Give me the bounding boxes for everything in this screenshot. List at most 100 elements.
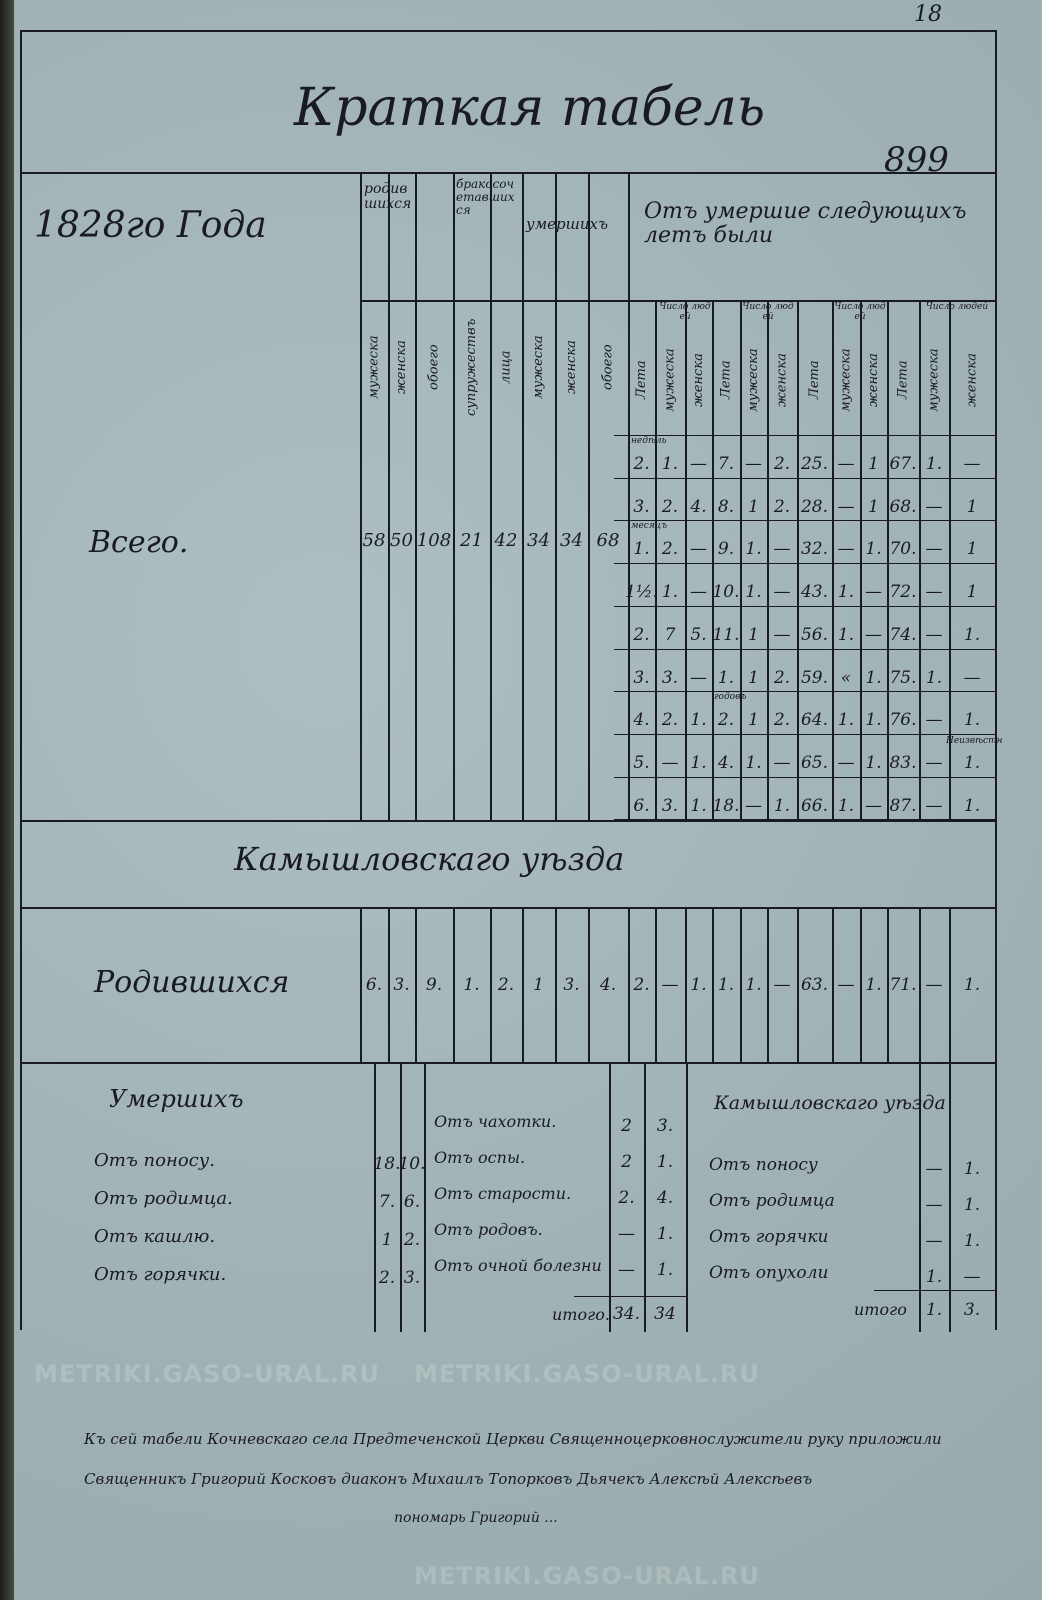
age-cell: 6. [633,795,650,816]
total-mid-female: 34 [654,1304,676,1324]
age-cell: 75. [889,667,917,688]
rule-line [919,300,921,820]
district-value: 63. [800,975,829,995]
total-value: 50 [390,529,413,551]
cause-male: — [925,1159,943,1179]
age-subheader: женска [964,353,980,407]
cause-female: 2. [403,1230,421,1250]
header-deaths: умершихъ [526,215,608,233]
age-cell: 2. [773,667,791,688]
rule-line [614,776,995,778]
cause-male: — [925,1231,943,1251]
rule-line [712,907,714,1062]
cause-label: Отъ опухоли [709,1263,829,1283]
subheader: лица [498,350,514,385]
age-subheader: Лета [807,360,822,400]
cause-female: 3. [656,1116,674,1136]
page-number: 18 [914,2,942,27]
district-value: — [925,975,943,995]
age-cell: 1. [661,454,679,474]
age-cell: 67. [889,454,917,474]
age-cell: 43. [800,582,829,603]
age-cell: 2. [773,710,791,731]
rule-line [614,691,995,693]
age-cell: 7. [717,454,735,474]
rule-line [832,300,834,820]
rule-line [374,1062,376,1332]
rule-line [453,172,455,820]
age-cell: 1. [690,710,707,731]
rule-line [614,477,995,479]
rule-line [614,563,995,565]
age-cell: 59. [800,667,829,688]
age-cell: — [837,454,855,474]
district-title: Камышловскаго уѣзда [234,840,625,878]
age-cell: 1 [748,624,759,645]
total-value: 34 [560,529,583,551]
age-cell: 1. [963,795,981,816]
age-cell: 1. [865,752,882,773]
age-cell: 3. [661,795,679,816]
age-cell: « [840,667,852,688]
cause-male: 7. [378,1192,396,1212]
age-cell: 1. [925,667,943,688]
age-cell: 2. [773,496,791,517]
header-births: родившихся [364,181,412,213]
age-cell: 83. [889,752,917,773]
total-right-male: 1. [925,1300,943,1320]
cause-male: 1 [381,1230,393,1250]
rule-line [453,907,455,1062]
rule-line [490,907,492,1062]
district-value: 9. [425,975,443,995]
rule-line [388,172,390,820]
age-cell: 56. [800,624,829,645]
age-cell: 1 [868,454,879,474]
age-cell: 1. [963,710,981,731]
district-value: 1. [865,975,882,995]
age-cell: 65. [800,752,829,773]
cause-label: Отъ поносу. [94,1150,215,1171]
rule-line [424,1062,426,1332]
cause-label: Отъ горячки. [94,1264,227,1285]
total-value: 21 [460,529,483,551]
district-value: 1. [717,975,735,995]
age-cell: 18. [712,795,740,816]
rule-line [614,648,995,650]
total-right-female: 3. [963,1300,981,1320]
total-right-label: итого [854,1300,907,1319]
age-cell: — [690,667,707,688]
document-title: Краткая табель [294,78,766,138]
age-cell: — [925,710,943,731]
age-cell: 1. [925,454,943,474]
note-months: месяцъ [631,521,668,531]
total-mid-label: итого. [552,1305,610,1324]
subheader: женска [564,340,579,395]
subheader: мужеска [366,335,382,400]
age-cell: 70. [889,539,917,560]
age-cell: 4. [717,752,735,773]
age-cell: 1. [690,752,707,773]
rule-line [522,907,524,1062]
district-value: 71. [889,975,917,995]
age-cell: 2. [661,710,679,731]
rule-line [797,907,799,1062]
watermark: METRIKI.GASO-URAL.RU [34,1360,380,1388]
age-cell: 4. [633,710,650,731]
rule-line [740,907,742,1062]
rule-line [628,300,630,820]
district-value: 1. [745,975,762,995]
age-cell: 1 [748,710,759,731]
header-ages: Отъ умершие следующихъ летъ были [644,199,967,249]
age-cell: — [925,752,943,773]
note-weeks: недѣль [631,436,667,446]
rule-line [415,172,417,820]
district2-title: Камышловскаго уѣзда [714,1092,946,1114]
age-cell: 64. [800,710,829,731]
subheader: женска [394,340,409,395]
rule-line [609,1062,611,1332]
age-cell: — [837,752,855,773]
footer-line: Къ сей табели Кочневскаго села Предтечен… [84,1430,942,1448]
cause-male: 2. [378,1268,396,1288]
age-cell: 1. [837,582,855,603]
rule-line [555,172,557,820]
